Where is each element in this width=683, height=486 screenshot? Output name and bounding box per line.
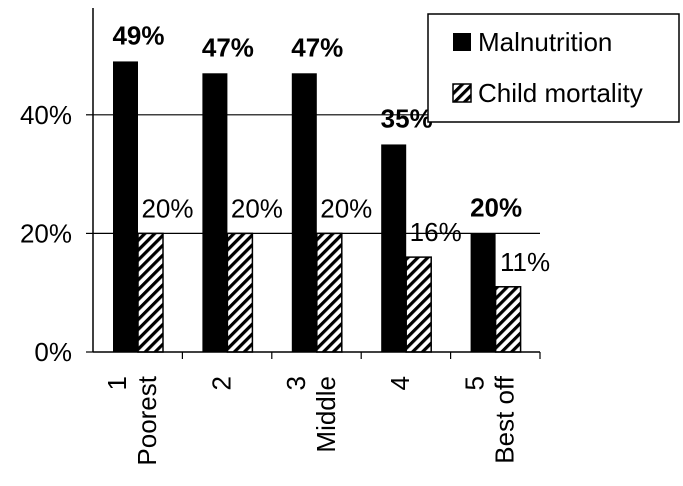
- bar-malnutrition: [113, 61, 138, 353]
- legend: Malnutrition Child mortality: [427, 13, 680, 123]
- x-tick-label: 5: [460, 376, 490, 390]
- y-tick-label: 0%: [34, 337, 72, 367]
- bar-child-mortality: [494, 286, 522, 353]
- bar-child-mortality: [316, 232, 343, 353]
- bars: [113, 61, 522, 353]
- legend-label-child-mortality: Child mortality: [478, 78, 643, 108]
- bar-malnutrition: [202, 73, 228, 352]
- data-label-malnutrition: 35%: [381, 103, 433, 133]
- x-tick-label: 3: [281, 376, 311, 390]
- x-tick-label: Poorest: [132, 375, 162, 465]
- data-label-child-mortality: 20%: [320, 193, 372, 223]
- y-tick-label: 40%: [20, 100, 72, 130]
- legend-label-malnutrition: Malnutrition: [478, 27, 612, 57]
- data-label-malnutrition: 47%: [202, 32, 254, 62]
- x-tick-label: 4: [385, 376, 415, 390]
- x-tick-label: 1: [102, 376, 132, 390]
- x-tick-label: 2: [206, 376, 236, 390]
- data-label-child-mortality: 20%: [231, 193, 283, 223]
- x-tick-label: Best off: [490, 375, 520, 463]
- bar-malnutrition: [381, 144, 407, 352]
- bar-child-mortality: [137, 232, 164, 353]
- data-label-child-mortality: 11%: [500, 247, 550, 277]
- bar-malnutrition: [291, 73, 317, 352]
- x-tick-label: Middle: [311, 376, 341, 453]
- bar-child-mortality: [226, 232, 254, 353]
- axes: 0% 20% 40% 1 Poorest 2 3 Middle 4 5 Best off: [20, 8, 541, 466]
- y-tick-label: 20%: [20, 218, 72, 248]
- data-label-malnutrition: 20%: [470, 192, 522, 222]
- bar-malnutrition: [470, 233, 496, 352]
- legend-box: [427, 13, 680, 123]
- data-label-malnutrition: 47%: [291, 32, 343, 62]
- legend-swatch-child-mortality: [452, 83, 472, 103]
- data-label-child-mortality: 16%: [410, 217, 462, 247]
- data-label-malnutrition: 49%: [112, 20, 164, 50]
- legend-swatch-malnutrition: [453, 33, 471, 51]
- bar-child-mortality: [405, 256, 432, 353]
- data-label-child-mortality: 20%: [141, 193, 193, 223]
- data-labels: 49% 20% 47% 20% 47% 20% 35% 16% 20% 11%: [112, 20, 550, 276]
